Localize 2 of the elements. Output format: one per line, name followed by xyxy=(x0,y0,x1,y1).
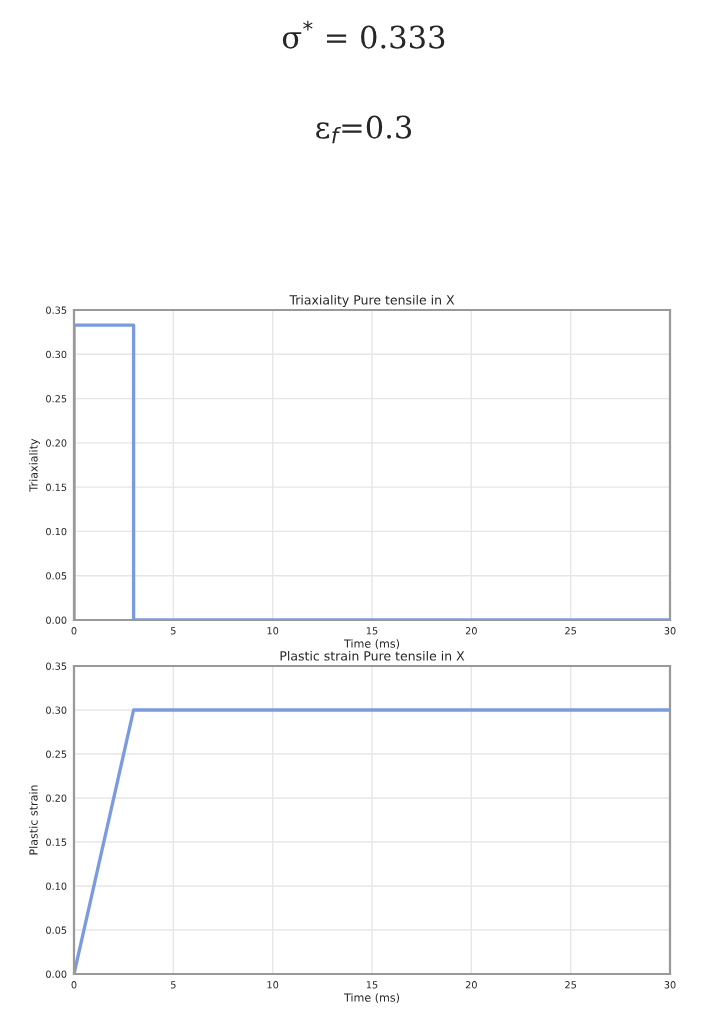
text: σ$^{*}$ = 0.333 xyxy=(282,20,445,49)
text: ε$_{f}$=0.3 xyxy=(316,115,412,144)
